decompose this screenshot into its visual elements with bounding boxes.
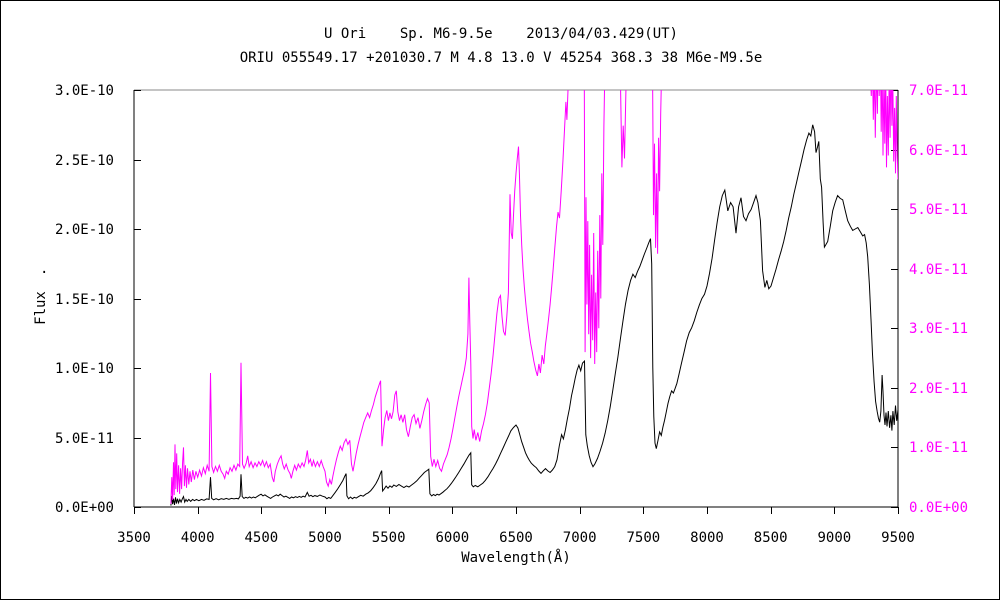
left-tick-label: 5.0E-11 [55,431,114,447]
right-tick-label: 7.0E-11 [909,83,968,99]
right-tick-label: 1.0E-11 [909,440,968,456]
x-tick-label: 8000 [690,530,724,546]
x-tick-label: 3500 [117,530,151,546]
right-tick-label: 2.0E-11 [909,381,968,397]
left-tick-label: 2.5E-10 [55,153,114,169]
x-tick-label: 6000 [435,530,469,546]
right-tick-label: 5.0E-11 [909,202,968,218]
right-tick-label: 3.0E-11 [909,321,968,337]
left-tick-label: 3.0E-10 [55,83,114,99]
x-tick-label: 6500 [499,530,533,546]
plot-subtitle: ORIU 055549.17 +201030.7 M 4.8 13.0 V 45… [239,50,763,66]
x-axis-label: Wavelength(Å) [461,550,571,566]
x-tick-label: 4000 [181,530,215,546]
right-tick-label: 4.0E-11 [909,262,968,278]
x-tick-label: 7500 [626,530,660,546]
left-tick-label: 1.5E-10 [55,292,114,308]
left-tick-label: 0.0E+00 [55,500,114,516]
x-tick-label: 5000 [308,530,342,546]
x-tick-label: 8500 [754,530,788,546]
spectrum-magenta [170,90,898,505]
plot-title: U Ori Sp. M6-9.5e 2013/04/03.429(UT) [323,26,678,42]
y-axis-stray-dot: . [40,261,49,277]
left-tick-label: 1.0E-10 [55,361,114,377]
right-tick-label: 0.0E+00 [909,500,968,516]
right-tick-label: 6.0E-11 [909,143,968,159]
x-tick-label: 9500 [881,530,915,546]
spectrum-black [170,124,898,506]
x-tick-label: 4500 [244,530,278,546]
x-tick-label: 7000 [563,530,597,546]
x-tick-label: 9000 [817,530,851,546]
x-tick-label: 5500 [372,530,406,546]
left-tick-label: 2.0E-10 [55,222,114,238]
